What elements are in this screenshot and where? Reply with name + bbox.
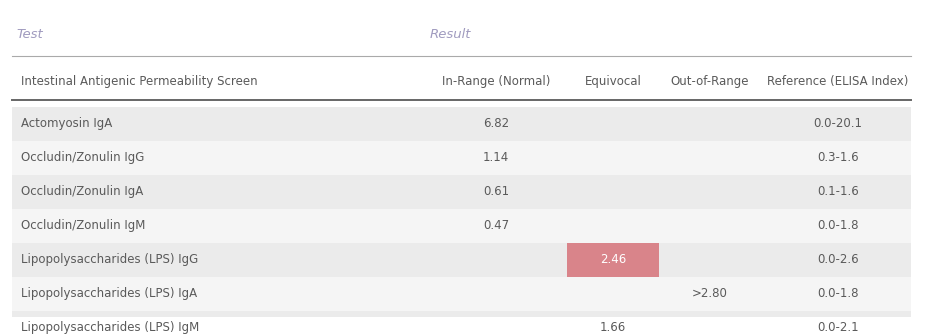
Text: 0.1-1.6: 0.1-1.6 (816, 185, 857, 198)
Text: >2.80: >2.80 (690, 287, 727, 300)
Text: 1.66: 1.66 (599, 321, 625, 334)
Bar (12, 209, 910, 243)
Text: 0.0-20.1: 0.0-20.1 (812, 117, 861, 130)
Text: Occludin/Zonulin IgM: Occludin/Zonulin IgM (21, 219, 146, 232)
Text: Lipopolysaccharides (LPS) IgA: Lipopolysaccharides (LPS) IgA (21, 287, 197, 300)
Text: Test: Test (17, 28, 44, 41)
Text: 0.0-1.8: 0.0-1.8 (816, 287, 857, 300)
Bar (12, 141, 910, 175)
Text: 0.0-2.1: 0.0-2.1 (816, 321, 857, 334)
Text: 0.0-1.8: 0.0-1.8 (816, 219, 857, 232)
Text: Out-of-Range: Out-of-Range (669, 75, 748, 88)
Text: Lipopolysaccharides (LPS) IgM: Lipopolysaccharides (LPS) IgM (21, 321, 200, 334)
Text: 0.0-2.6: 0.0-2.6 (816, 253, 857, 266)
Text: Equivocal: Equivocal (584, 75, 640, 88)
Text: Result: Result (429, 28, 470, 41)
Text: 0.61: 0.61 (483, 185, 509, 198)
Bar (12, 107, 910, 141)
Text: 0.3-1.6: 0.3-1.6 (816, 151, 857, 164)
Text: Intestinal Antigenic Permeability Screen: Intestinal Antigenic Permeability Screen (21, 75, 257, 88)
Bar (12, 277, 910, 311)
Text: 1.14: 1.14 (483, 151, 509, 164)
Text: Actomyosin IgA: Actomyosin IgA (21, 117, 112, 130)
Text: In-Range (Normal): In-Range (Normal) (442, 75, 549, 88)
Bar (566, 243, 658, 277)
Text: Lipopolysaccharides (LPS) IgG: Lipopolysaccharides (LPS) IgG (21, 253, 199, 266)
Text: Reference (ELISA Index): Reference (ELISA Index) (767, 75, 908, 88)
Bar (12, 311, 910, 335)
Bar (12, 243, 910, 277)
Bar (12, 175, 910, 209)
Text: Occludin/Zonulin IgG: Occludin/Zonulin IgG (21, 151, 145, 164)
Text: 0.47: 0.47 (483, 219, 509, 232)
Text: Occludin/Zonulin IgA: Occludin/Zonulin IgA (21, 185, 143, 198)
Text: 2.46: 2.46 (599, 253, 625, 266)
Text: 6.82: 6.82 (483, 117, 509, 130)
